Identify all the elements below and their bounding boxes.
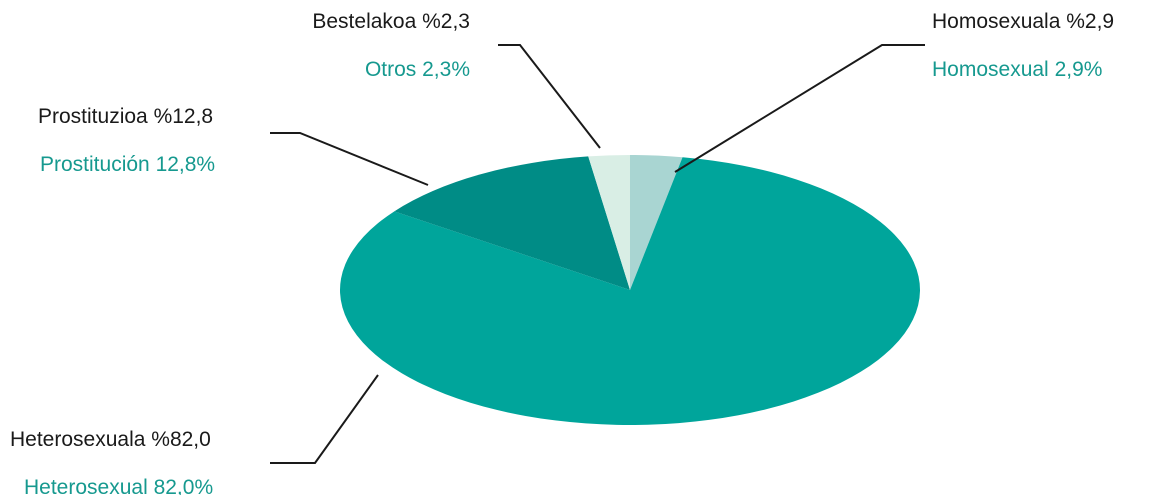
pie-slice (339, 157, 921, 425)
value-label-es: 2,3% (422, 58, 470, 81)
slice-label: Prostituzioa %12,8 (38, 105, 213, 128)
pie-slice (630, 155, 683, 290)
slice-label: Heterosexuala %82,0 (10, 428, 211, 451)
slice-label-es: Prostitución 12,8% (40, 153, 215, 176)
leader-line (270, 374, 379, 464)
slice-label: Homosexuala %2,9 (932, 10, 1114, 33)
value-label: %82,0 (151, 428, 211, 451)
value-label: %12,8 (154, 105, 214, 128)
category-name: Heterosexuala (10, 428, 146, 451)
leader-line (498, 44, 601, 149)
category-name-es: Homosexual (932, 58, 1049, 81)
slice-label-es: Otros 2,3% (365, 58, 470, 81)
slice-label: Bestelakoa %2,3 (312, 10, 470, 33)
slice-label-es: Heterosexual 82,0% (24, 476, 213, 495)
slice-label-es: Homosexual 2,9% (932, 58, 1102, 81)
pie-slice (394, 156, 630, 290)
leader-line (270, 132, 429, 186)
category-name-es: Otros (365, 58, 416, 81)
pie (339, 155, 921, 425)
category-name-es: Prostitución (40, 153, 150, 176)
value-label-es: 82,0% (154, 476, 214, 495)
pie-slice (588, 155, 630, 290)
value-label-es: 2,9% (1055, 58, 1103, 81)
category-name: Bestelakoa (312, 10, 416, 33)
category-name: Prostituzioa (38, 105, 148, 128)
value-label-es: 12,8% (156, 153, 216, 176)
category-name-es: Heterosexual (24, 476, 148, 495)
leader-line (674, 44, 925, 173)
category-name: Homosexuala (932, 10, 1061, 33)
value-label: %2,9 (1066, 10, 1114, 33)
value-label: %2,3 (422, 10, 470, 33)
